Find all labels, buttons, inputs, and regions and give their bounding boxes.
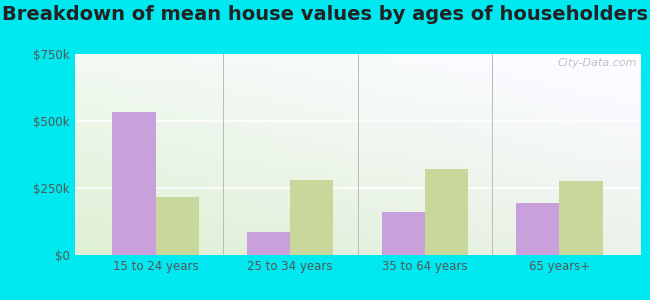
Bar xyxy=(155,197,199,255)
Bar xyxy=(516,203,560,255)
Bar xyxy=(112,112,155,255)
Bar xyxy=(560,181,603,255)
Bar xyxy=(290,180,333,255)
Bar xyxy=(382,212,425,255)
Text: Breakdown of mean house values by ages of householders: Breakdown of mean house values by ages o… xyxy=(2,4,648,23)
Bar xyxy=(247,232,290,255)
Bar xyxy=(425,169,468,255)
Text: City-Data.com: City-Data.com xyxy=(558,58,638,68)
